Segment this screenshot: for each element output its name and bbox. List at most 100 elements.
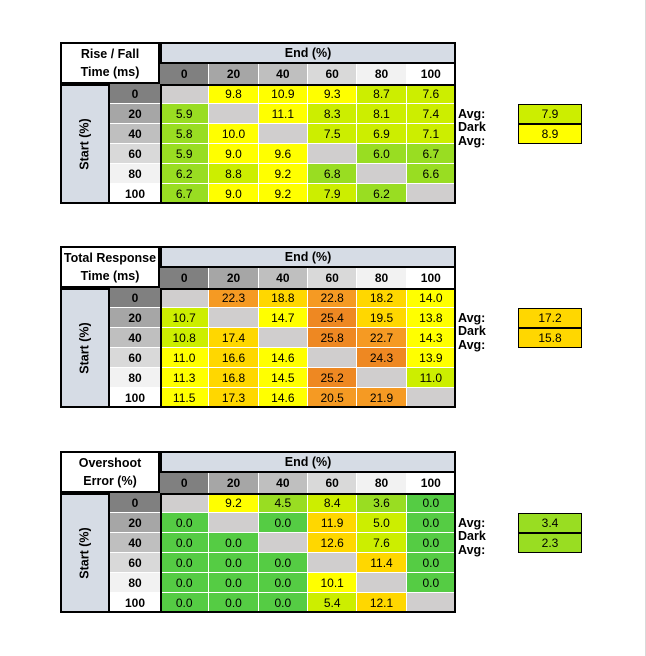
data-cell: 0.0 [258, 513, 308, 533]
data-cell: 8.8 [209, 164, 259, 184]
data-cell: 11.3 [160, 368, 210, 388]
row-header: 0 [110, 84, 160, 104]
data-cell: 6.6 [406, 164, 456, 184]
start-percent-header: Start (%) [60, 493, 110, 613]
data-cell: 25.8 [308, 328, 358, 348]
data-cell: 24.3 [357, 348, 407, 368]
data-cell: 10.1 [308, 573, 358, 593]
data-cell [308, 348, 358, 368]
data-cell: 10.9 [258, 84, 308, 104]
data-cell: 0.0 [160, 513, 210, 533]
data-cell [258, 533, 308, 553]
data-cell: 6.7 [160, 184, 210, 204]
data-cell: 3.6 [357, 493, 407, 513]
data-cell: 6.7 [406, 144, 456, 164]
column-header: 60 [308, 268, 358, 288]
data-cell: 0.0 [406, 573, 456, 593]
data-cell: 7.1 [406, 124, 456, 144]
data-cell: 8.7 [357, 84, 407, 104]
column-header: 40 [258, 64, 308, 84]
row-header: 20 [110, 308, 160, 328]
avg-label: Avg: [458, 516, 486, 530]
data-cell: 11.1 [258, 104, 308, 124]
data-cell: 10.7 [160, 308, 210, 328]
row-header: 20 [110, 104, 160, 124]
row-header: 100 [110, 593, 160, 613]
avg-value: 17.2 [518, 308, 582, 328]
dark-avg-value: 15.8 [518, 328, 582, 348]
data-cell: 0.0 [406, 513, 456, 533]
data-cell: 6.0 [357, 144, 407, 164]
dark-avg-label: Dark Avg: [458, 120, 486, 148]
data-cell: 7.6 [357, 533, 407, 553]
data-cell: 7.9 [308, 184, 358, 204]
data-cell: 4.5 [258, 493, 308, 513]
data-cell: 0.0 [258, 553, 308, 573]
start-percent-label: Start (%) [78, 322, 92, 374]
data-cell: 17.4 [209, 328, 259, 348]
data-cell: 6.8 [308, 164, 358, 184]
data-cell: 16.6 [209, 348, 259, 368]
data-cell: 8.3 [308, 104, 358, 124]
data-cell: 22.7 [357, 328, 407, 348]
data-cell: 0.0 [209, 573, 259, 593]
data-cell: 11.0 [160, 348, 210, 368]
column-header: 20 [209, 473, 259, 493]
table-title: Rise / Fall Time (ms) [60, 42, 160, 84]
data-cell: 11.5 [160, 388, 210, 408]
data-cell: 18.2 [357, 288, 407, 308]
data-cell: 6.2 [357, 184, 407, 204]
data-cell [209, 308, 259, 328]
data-cell: 11.4 [357, 553, 407, 573]
row-header: 60 [110, 348, 160, 368]
data-cell: 8.1 [357, 104, 407, 124]
column-header: 100 [406, 268, 456, 288]
data-cell: 7.6 [406, 84, 456, 104]
end-percent-header: End (%) [160, 42, 456, 64]
data-cell [357, 368, 407, 388]
data-cell [209, 104, 259, 124]
data-cell: 14.6 [258, 348, 308, 368]
column-header: 60 [308, 64, 358, 84]
data-cell [308, 553, 358, 573]
data-cell: 9.0 [209, 144, 259, 164]
avg-label: Avg: [458, 107, 486, 121]
data-cell: 9.2 [258, 164, 308, 184]
dark-avg-value: 8.9 [518, 124, 582, 144]
row-header: 20 [110, 513, 160, 533]
data-cell [209, 513, 259, 533]
data-cell: 8.4 [308, 493, 358, 513]
data-cell: 19.5 [357, 308, 407, 328]
table-title: Total Response Time (ms) [60, 246, 160, 288]
data-cell [160, 84, 210, 104]
avg-label: Avg: [458, 311, 486, 325]
table-title-line: Time (ms) [80, 269, 140, 283]
data-cell: 13.9 [406, 348, 456, 368]
row-header: 80 [110, 573, 160, 593]
data-cell: 13.8 [406, 308, 456, 328]
row-header: 80 [110, 164, 160, 184]
data-cell: 0.0 [160, 553, 210, 573]
end-percent-header: End (%) [160, 451, 456, 473]
data-cell: 14.3 [406, 328, 456, 348]
data-cell: 9.0 [209, 184, 259, 204]
data-cell: 20.5 [308, 388, 358, 408]
row-header: 40 [110, 328, 160, 348]
data-cell: 11.9 [308, 513, 358, 533]
data-cell: 0.0 [160, 593, 210, 613]
data-cell: 21.9 [357, 388, 407, 408]
avg-value: 3.4 [518, 513, 582, 533]
column-header: 80 [357, 64, 407, 84]
data-cell [160, 493, 210, 513]
dark-avg-value: 2.3 [518, 533, 582, 553]
data-cell [357, 164, 407, 184]
data-cell [258, 124, 308, 144]
avg-value: 7.9 [518, 104, 582, 124]
data-cell [406, 184, 456, 204]
column-header: 80 [357, 473, 407, 493]
data-cell: 16.8 [209, 368, 259, 388]
table-title-line: Overshoot [78, 456, 142, 470]
column-header: 0 [160, 64, 210, 84]
data-cell: 0.0 [258, 593, 308, 613]
start-percent-header: Start (%) [60, 288, 110, 408]
